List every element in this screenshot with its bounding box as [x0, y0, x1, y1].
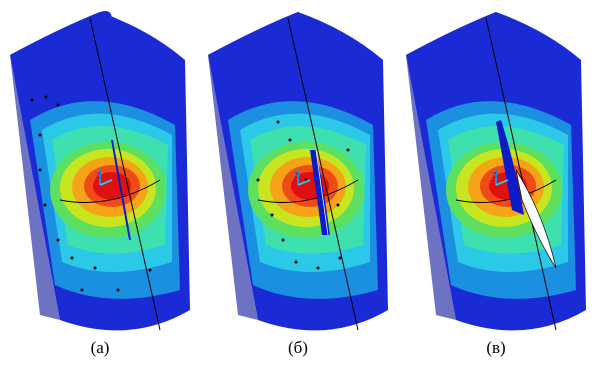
cylinder-shell-b: z [208, 12, 388, 331]
panel-b: z (б) [198, 0, 398, 367]
coordinate-triad-icon: z [96, 170, 113, 186]
caption-c: (в) [486, 338, 506, 357]
mesh-line-horizontal [59, 179, 161, 203]
svg-text:z: z [492, 170, 497, 181]
stress-contours [228, 101, 378, 299]
panel-a: z (а) [0, 0, 200, 367]
svg-text:z: z [96, 170, 101, 181]
cylinder-shell-a: z [10, 11, 190, 331]
crack-line [111, 139, 131, 241]
caption-a: (а) [90, 338, 110, 357]
caption-b: (б) [288, 338, 308, 357]
crack-flap [496, 120, 524, 215]
node-marker-icon [256, 120, 350, 270]
coordinate-triad-icon: z [492, 170, 509, 186]
mesh-line-vertical [89, 17, 161, 331]
stress-contours [30, 101, 180, 299]
svg-text:z: z [294, 170, 299, 181]
panel-c: z (в) [396, 0, 596, 367]
cylinder-shell-c: z [406, 12, 586, 331]
coordinate-triad-icon: z [294, 170, 311, 186]
node-marker-icon [30, 95, 152, 292]
crack-open-gap [515, 169, 557, 269]
stress-contours [426, 101, 576, 299]
